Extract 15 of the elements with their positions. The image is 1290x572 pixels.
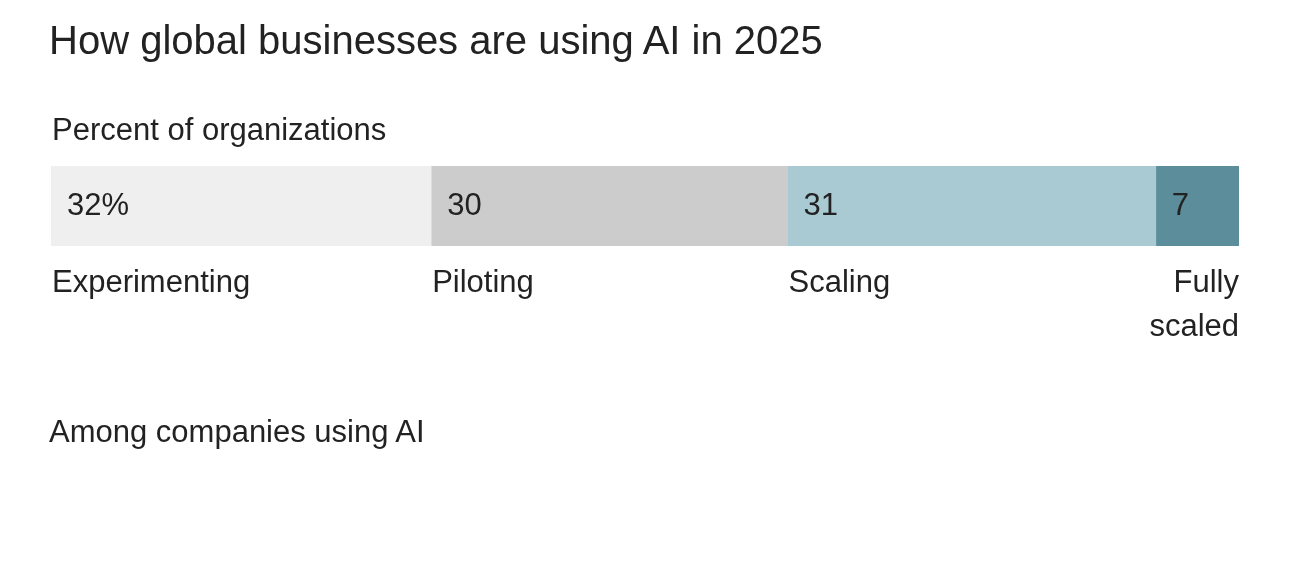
series-label: Experimenting bbox=[52, 264, 251, 300]
series-label: Fully scaled bbox=[1149, 264, 1240, 344]
series-label: Scaling bbox=[788, 264, 891, 300]
bar bbox=[1155, 166, 1239, 246]
text: Among companies using AI bbox=[49, 414, 425, 450]
data-label: 7 bbox=[1171, 186, 1190, 222]
bar bbox=[787, 166, 1157, 246]
bar bbox=[51, 166, 432, 246]
data-label: 30 bbox=[447, 186, 482, 222]
chart-title: How global businesses are using AI in 2025 bbox=[49, 18, 823, 63]
data-label: 32% bbox=[67, 186, 130, 222]
data-label: 31 bbox=[803, 186, 839, 222]
chart-subtitle: Percent of organizations bbox=[52, 112, 387, 148]
bar bbox=[430, 166, 788, 246]
series-label: Piloting bbox=[432, 264, 534, 300]
